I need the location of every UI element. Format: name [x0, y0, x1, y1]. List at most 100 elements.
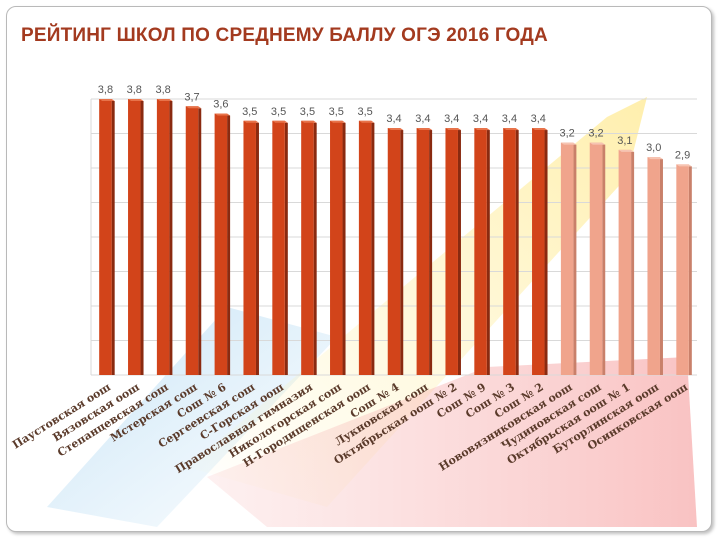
- bar-side: [169, 101, 173, 375]
- bar: [301, 120, 317, 375]
- bar-cap: [185, 106, 202, 109]
- value-label: 3,1: [617, 135, 632, 147]
- value-label: 3,8: [155, 84, 170, 96]
- bar-cap: [589, 142, 606, 145]
- bar-side: [544, 130, 548, 375]
- bar-side: [111, 101, 115, 375]
- bar-face: [214, 113, 228, 376]
- bar: [214, 113, 231, 376]
- bar-face: [156, 99, 170, 375]
- bar: [330, 120, 346, 375]
- value-label: 3,5: [329, 106, 344, 118]
- decor-blue-wash: [47, 307, 337, 527]
- bar: [156, 99, 173, 375]
- bar: [503, 128, 519, 375]
- bar-face: [99, 99, 112, 375]
- bar-cap: [243, 120, 259, 123]
- bar-side: [659, 159, 663, 375]
- bar-face: [560, 142, 574, 375]
- bar: [416, 128, 433, 375]
- value-label: 3,8: [98, 84, 113, 96]
- bar: [532, 128, 548, 375]
- value-label: 3,4: [473, 113, 488, 125]
- bar-cap: [387, 128, 404, 131]
- bar-cap: [358, 120, 375, 123]
- bar: [387, 128, 404, 375]
- bar-face: [532, 128, 545, 375]
- bar-side: [688, 166, 692, 375]
- bar: [445, 128, 461, 375]
- value-label: 3,5: [357, 106, 372, 118]
- bar-cap: [676, 164, 692, 167]
- bar: [272, 120, 288, 375]
- bar-face: [128, 99, 141, 375]
- bar: [185, 106, 202, 376]
- value-label: 3,2: [588, 128, 603, 140]
- bar-face: [185, 106, 199, 376]
- bar-side: [486, 130, 490, 375]
- bar: [358, 120, 375, 375]
- bar-side: [140, 101, 144, 375]
- bar-face: [647, 157, 660, 375]
- bar-cap: [445, 128, 461, 131]
- bar-cap: [416, 128, 433, 131]
- bar-face: [358, 120, 372, 375]
- bar-cap: [301, 120, 317, 123]
- bar-side: [631, 151, 635, 375]
- bar-cap: [128, 99, 144, 101]
- value-label: 3,4: [415, 113, 430, 125]
- value-label: 3,4: [386, 113, 401, 125]
- slide-frame: РЕЙТИНГ ШКОЛ ПО СРЕДНЕМУ БАЛЛУ ОГЭ 2016 …: [6, 6, 712, 532]
- bar-side: [400, 130, 404, 375]
- value-label: 3,8: [127, 84, 142, 96]
- bar-face: [416, 128, 430, 375]
- bar: [560, 142, 577, 375]
- background-decoration: [47, 97, 697, 527]
- bar-cap: [330, 120, 346, 123]
- bar: [618, 149, 635, 375]
- bar-cap: [618, 149, 635, 152]
- bar-cap: [272, 120, 288, 123]
- bar-face: [589, 142, 603, 375]
- value-label: 3,5: [271, 106, 286, 118]
- value-label: 3,5: [242, 106, 257, 118]
- bar-side: [227, 115, 231, 376]
- bar-face: [387, 128, 401, 375]
- bar-side: [371, 122, 375, 375]
- decor-red-wash: [207, 357, 697, 527]
- bar-side: [198, 108, 202, 376]
- bar: [243, 120, 259, 375]
- bar-face: [503, 128, 516, 375]
- value-label: 3,4: [531, 113, 546, 125]
- bar-face: [243, 120, 256, 375]
- bar: [128, 99, 144, 375]
- bar-cap: [99, 99, 115, 101]
- bar-cap: [214, 113, 231, 116]
- value-label: 3,4: [502, 113, 517, 125]
- value-label: 2,9: [675, 149, 690, 161]
- value-labels: 3,8 3,8 3,8 3,7 3,6 3,5 3,5 3,5 3,5 3,5 3,4 3,4 3,4 3…: [98, 84, 690, 161]
- bar-face: [618, 149, 632, 375]
- bar-cap: [503, 128, 519, 131]
- bar: [589, 142, 606, 375]
- bar-face: [676, 164, 689, 375]
- bar-cap: [156, 99, 173, 101]
- bar-side: [255, 122, 259, 375]
- value-label: 3,7: [184, 91, 199, 103]
- bar-face: [330, 120, 343, 375]
- bar: [647, 157, 663, 375]
- bar-side: [515, 130, 519, 375]
- bar-side: [602, 144, 606, 375]
- bar: [474, 128, 490, 375]
- page-title: РЕЙТИНГ ШКОЛ ПО СРЕДНЕМУ БАЛЛУ ОГЭ 2016 …: [21, 25, 548, 46]
- bar: [676, 164, 692, 375]
- bar-chart: 3,8 3,8 3,8 3,7 3,6 3,5 3,5 3,5 3,5 3,5 3,4 3,4 3,4 3…: [10, 84, 697, 527]
- bar-cap: [532, 128, 548, 131]
- value-label: 3,5: [300, 106, 315, 118]
- value-label: 3,0: [646, 142, 661, 154]
- value-label: 3,6: [213, 99, 228, 111]
- bar-face: [445, 128, 458, 375]
- bar-face: [474, 128, 487, 375]
- bar-cap: [474, 128, 490, 131]
- bar-cap: [560, 142, 577, 145]
